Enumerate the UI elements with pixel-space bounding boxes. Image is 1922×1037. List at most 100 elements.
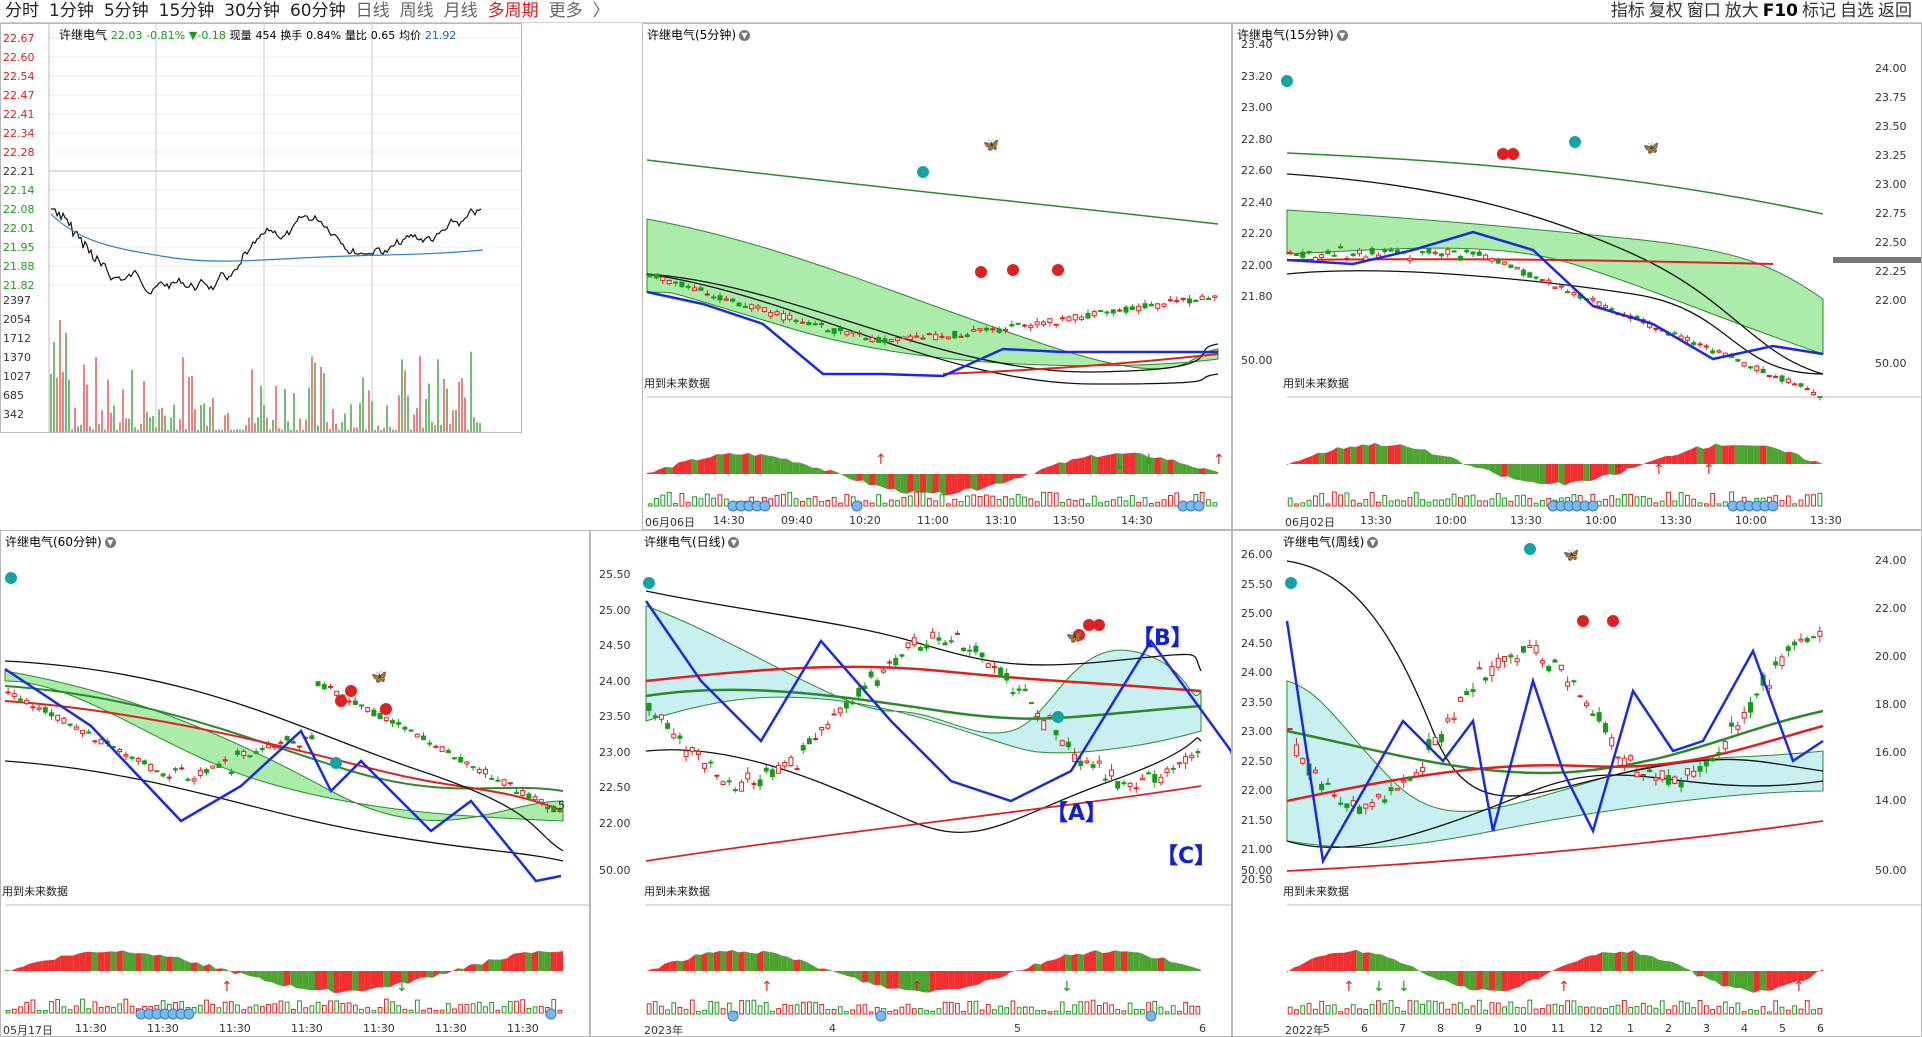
time-tick: 06月02日 <box>1285 516 1335 529</box>
oscillator-area <box>850 474 857 482</box>
signal-bar <box>1539 1008 1545 1015</box>
candle-body <box>1053 729 1059 736</box>
signal-bar <box>1123 500 1129 507</box>
moving-average-line <box>942 353 1219 375</box>
tool-button[interactable]: 放大 <box>1724 1 1759 21</box>
signal-bar <box>67 1009 73 1014</box>
oscillator-area <box>806 961 813 971</box>
signal-bar <box>1103 1002 1108 1015</box>
tool-button[interactable]: 窗口 <box>1686 1 1721 21</box>
time-tick: 1 <box>1627 1022 1634 1035</box>
chart-60min[interactable]: 许继电气(60分钟) ▼ 用到未来数据 ↑ ↓ 🦋 05月17日 11:30 11:30 1… <box>0 530 590 1037</box>
chart-15min[interactable]: 许继电气(15分钟) ▼ 用到未来数据 23.40 23.20 23.00 22.80 2… <box>1232 23 1922 530</box>
signal-bar <box>328 1000 333 1014</box>
oscillator-area <box>1293 460 1300 464</box>
signal-bar <box>80 998 85 1014</box>
butterfly-icon: 🦋 <box>983 138 999 153</box>
period-tab[interactable]: 多周期 <box>487 1 539 21</box>
oscillator-area <box>653 469 660 474</box>
chart-5min[interactable]: 许继电气(5分钟) ▼ 用到未来数据 ↓ ↑ ↓ ↑ 🦋 06月06日 14:30 09:40… <box>642 23 1232 530</box>
tool-button[interactable]: 自选 <box>1840 1 1874 21</box>
chevron-down-icon[interactable]: ▼ <box>728 537 740 548</box>
candle-body <box>1495 259 1501 264</box>
candle-body <box>704 293 710 296</box>
candle-body <box>1438 734 1445 743</box>
price-tick: 22.00 <box>599 816 631 830</box>
oscillator-area <box>1722 971 1729 987</box>
period-tab[interactable]: 30分钟 <box>224 1 280 21</box>
oscillator-area <box>1362 952 1369 971</box>
oscillator-area <box>1120 951 1127 971</box>
oscillator-area <box>1627 464 1634 469</box>
intraday-panel[interactable]: 许继电气 22.03 -0.81% ▼-0.18 现量 454 换手 0.84%… <box>0 23 522 433</box>
chevron-down-icon[interactable]: ▼ <box>1367 537 1379 548</box>
price-tick: 23.00 <box>1241 725 1273 738</box>
tool-button[interactable]: 标记 <box>1802 1 1836 21</box>
signal-bar <box>1148 502 1154 507</box>
period-tab[interactable]: 日线 <box>355 1 390 21</box>
oscillator-area <box>1059 462 1066 474</box>
period-tab[interactable]: 更多 <box>548 1 583 21</box>
tool-button[interactable]: F10 <box>1762 1 1798 21</box>
chevron-down-icon[interactable]: ▼ <box>1336 30 1348 41</box>
signal-bar <box>665 1009 670 1015</box>
tool-button[interactable]: 指标 <box>1610 1 1645 21</box>
period-tab[interactable]: 60分钟 <box>289 1 346 21</box>
oscillator-area <box>17 966 24 971</box>
signal-bar <box>654 498 659 507</box>
candle-body <box>714 774 720 777</box>
tool-button[interactable]: 复权 <box>1648 1 1683 21</box>
price-tick: 24.00 <box>1241 666 1273 679</box>
signal-bar <box>1066 1010 1071 1015</box>
period-tab[interactable]: 15分钟 <box>158 1 215 21</box>
butterfly-icon: 🦋 <box>1066 630 1082 645</box>
period-tab[interactable]: 周线 <box>399 1 434 21</box>
signal-icon <box>1507 148 1519 160</box>
signal-bar <box>1312 495 1318 507</box>
oscillator-area <box>1072 458 1079 474</box>
candle-body <box>67 723 73 726</box>
candle-body <box>1792 641 1798 646</box>
oscillator-area <box>1621 951 1628 971</box>
price-axis-far-right: 24.00 22.00 20.00 18.00 16.00 14.00 50.00 <box>1873 531 1921 1036</box>
time-tick: 5 <box>1323 1022 1330 1035</box>
candle-body <box>996 328 1002 333</box>
candle-body <box>1735 359 1741 362</box>
chevron-down-icon[interactable]: ▼ <box>104 537 116 548</box>
oscillator-area <box>1413 966 1420 972</box>
period-tabs: 分时 1分钟 5分钟 15分钟 30分钟 60分钟 日线 周线 月线 多周期 更多〉 <box>0 0 615 22</box>
chart-daily[interactable]: 许继电气(日线) ▼ 用到未来数据 25.50 25.00 24.50 24.00 23.… <box>590 530 1232 1037</box>
oscillator-area <box>445 971 452 974</box>
chevron-down-icon[interactable]: ▼ <box>739 30 750 41</box>
candle-body <box>1659 770 1665 780</box>
signal-bar <box>1621 1000 1627 1015</box>
chart-weekly[interactable]: 许继电气(周线) ▼ 用到未来数据 26.00 25.50 25.00 24.50 24.… <box>1232 530 1922 1037</box>
period-tab[interactable]: 1分钟 <box>49 1 94 21</box>
period-tab[interactable]: 〉 <box>592 1 610 21</box>
oscillator-area <box>1753 445 1760 464</box>
oscillator-area <box>172 956 179 971</box>
signal-bar <box>11 1008 17 1014</box>
signal-bar <box>952 498 958 507</box>
period-tab[interactable]: 5分钟 <box>103 1 149 21</box>
signal-bar <box>992 1009 997 1015</box>
pct-change: -0.81% <box>146 29 186 42</box>
period-tab[interactable]: 月线 <box>443 1 478 21</box>
oscillator-area <box>704 457 711 474</box>
oscillator-area <box>1614 464 1622 476</box>
candle-body <box>1533 276 1539 279</box>
oscillator-area <box>1703 971 1710 980</box>
oscillator-area <box>1337 952 1344 971</box>
period-tab[interactable]: 分时 <box>5 1 39 21</box>
candle-body <box>1104 311 1110 314</box>
zigzag-wave-line <box>4 667 562 883</box>
signal-bar <box>711 497 717 507</box>
tool-button[interactable]: 返回 <box>1878 1 1912 21</box>
candle-body <box>1571 292 1577 296</box>
candle-body <box>297 745 302 748</box>
signal-bar <box>1003 496 1008 507</box>
candle-body <box>794 768 800 771</box>
signal-bar <box>1634 496 1640 507</box>
oscillator-area <box>979 971 986 985</box>
oscillator-area <box>1766 971 1773 991</box>
